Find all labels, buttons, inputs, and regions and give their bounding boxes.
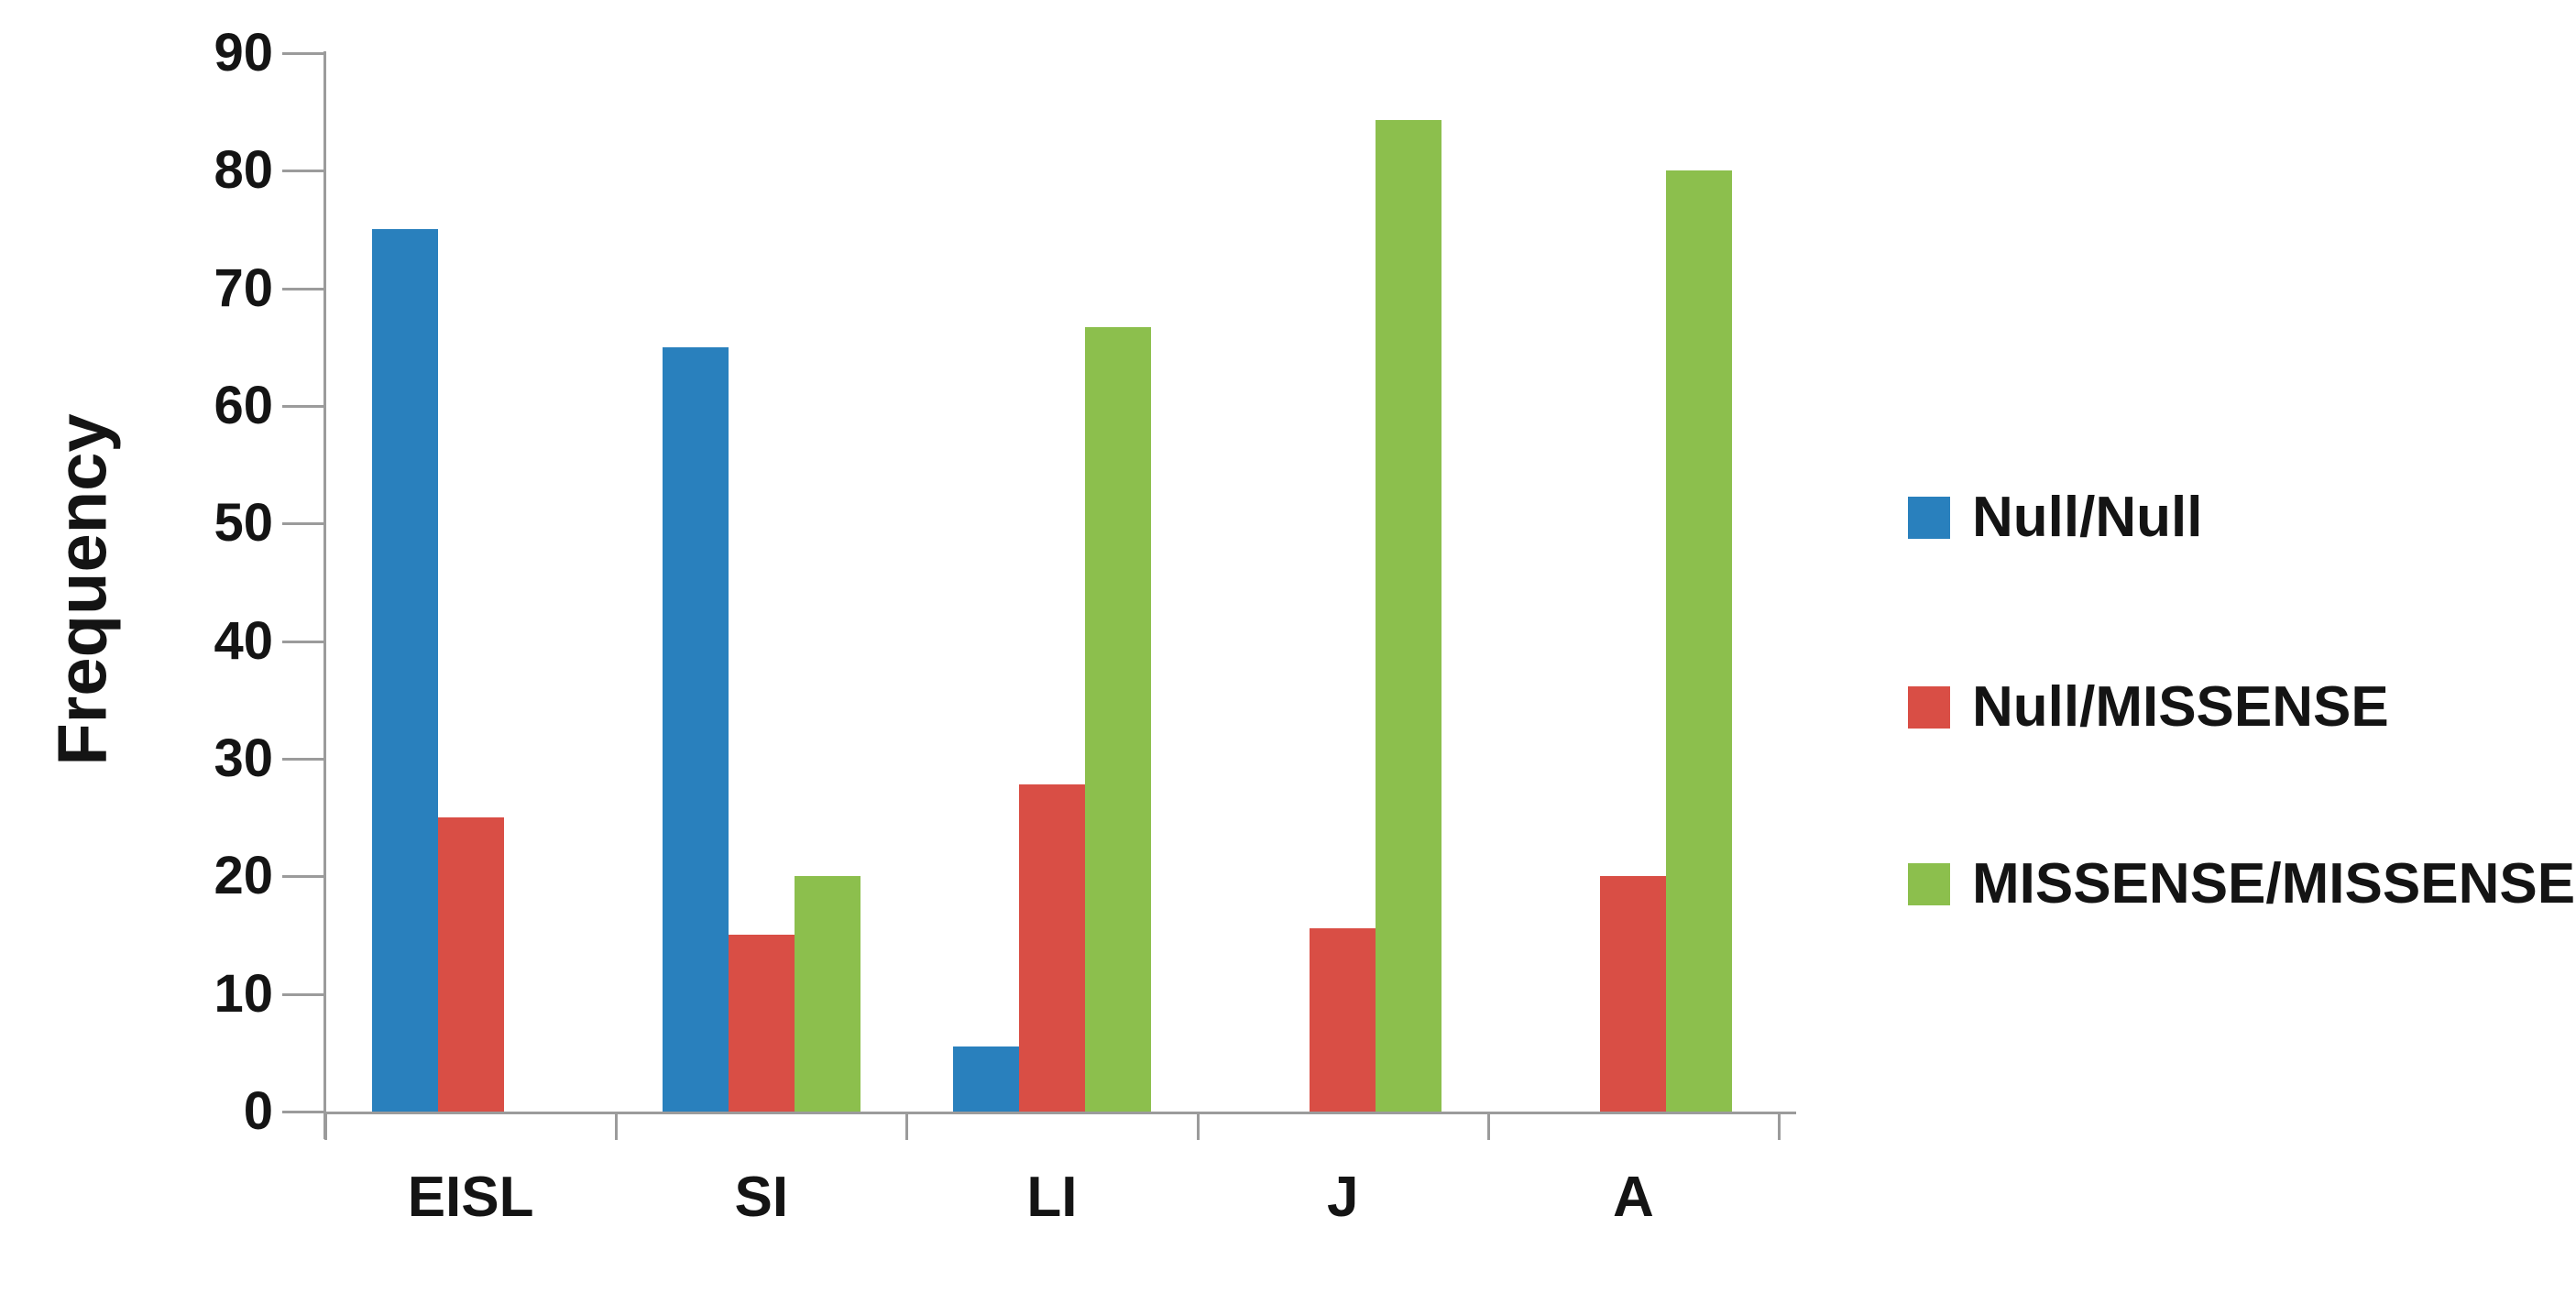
legend-swatch <box>1908 863 1950 905</box>
y-tick-label: 30 <box>214 729 273 788</box>
bar-EISL-series1 <box>438 817 504 1112</box>
x-tick-label: SI <box>734 1166 789 1229</box>
y-tick <box>282 522 323 526</box>
y-tick <box>282 1111 323 1113</box>
y-tick-label: 0 <box>243 1081 273 1141</box>
y-axis-title: Frequency <box>43 413 122 766</box>
y-tick <box>282 287 323 290</box>
bar-SI-series0 <box>663 347 729 1112</box>
bar-SI-series2 <box>795 876 860 1112</box>
legend-label: MISSENSE/MISSENSE <box>1972 852 2576 915</box>
y-tick <box>282 640 323 643</box>
y-tick-label: 10 <box>214 963 273 1024</box>
bar-EISL-series0 <box>372 229 438 1112</box>
x-boundary-tick <box>1196 1114 1200 1140</box>
legend-label: Null/Null <box>1972 486 2203 549</box>
legend-entry: Null/Null <box>1908 486 2202 550</box>
bar-LI-series2 <box>1085 327 1151 1112</box>
bar-SI-series1 <box>729 935 795 1112</box>
x-tick-label: EISL <box>407 1166 534 1229</box>
y-tick-label: 70 <box>214 258 273 318</box>
x-boundary-tick <box>905 1114 909 1140</box>
y-tick <box>282 52 323 55</box>
legend-swatch <box>1908 497 1950 539</box>
legend-label: Null/MISSENSE <box>1972 675 2389 739</box>
x-tick-label: LI <box>1026 1166 1078 1229</box>
y-tick-label: 40 <box>214 610 273 671</box>
y-tick-label: 90 <box>214 23 273 82</box>
y-tick-label: 60 <box>214 376 273 435</box>
bar-A-series1 <box>1600 876 1666 1112</box>
y-tick <box>282 992 323 996</box>
x-boundary-tick <box>1778 1114 1781 1140</box>
x-axis-line <box>323 1112 1796 1114</box>
y-tick <box>282 758 323 761</box>
bar-J-series2 <box>1376 120 1441 1112</box>
legend-entry: Null/MISSENSE <box>1908 675 2389 740</box>
y-tick-label: 80 <box>214 140 273 201</box>
legend-swatch <box>1908 686 1950 729</box>
bar-LI-series1 <box>1019 784 1085 1112</box>
x-boundary-tick <box>324 1114 327 1140</box>
x-tick-label: J <box>1326 1166 1359 1229</box>
y-tick <box>282 405 323 408</box>
y-tick <box>282 875 323 879</box>
y-tick-label: 20 <box>214 846 273 906</box>
bar-LI-series0 <box>953 1046 1019 1112</box>
x-boundary-tick <box>615 1114 619 1140</box>
bar-J-series1 <box>1310 928 1376 1112</box>
bar-A-series2 <box>1666 170 1732 1112</box>
y-tick <box>282 170 323 173</box>
x-boundary-tick <box>1486 1114 1490 1140</box>
x-tick-label: A <box>1613 1166 1654 1229</box>
legend-entry: MISSENSE/MISSENSE <box>1908 852 2575 916</box>
y-axis-line <box>323 51 326 1139</box>
y-tick-label: 50 <box>214 493 273 553</box>
